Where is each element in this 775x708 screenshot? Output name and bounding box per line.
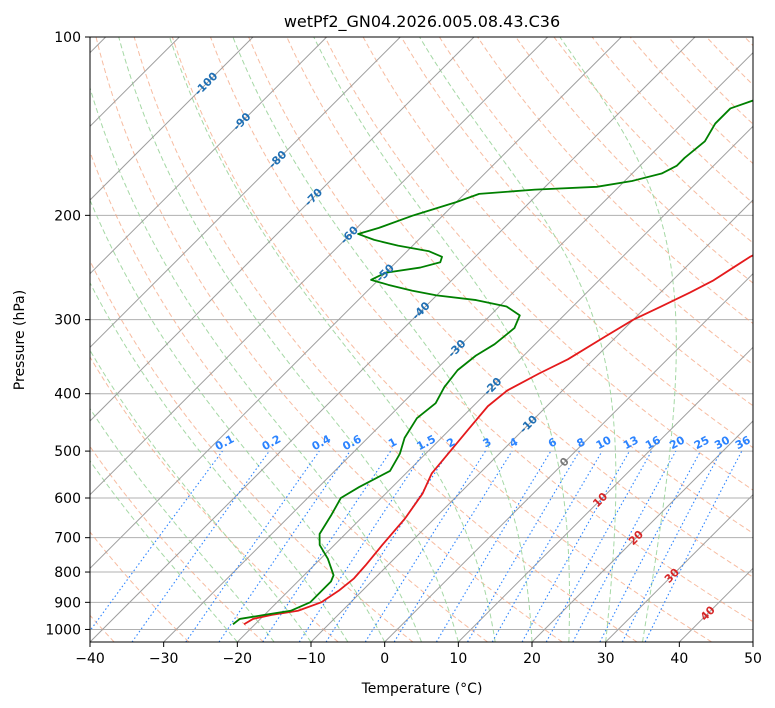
isotherm bbox=[163, 51, 753, 642]
moist-adiabat bbox=[313, 37, 571, 642]
mixing-ratio-line bbox=[435, 450, 552, 642]
mixing-ratio-line bbox=[521, 450, 630, 642]
temperature-profile bbox=[243, 254, 753, 626]
mixing-ratio-label: 25 bbox=[692, 433, 712, 452]
mixing-ratio-line bbox=[545, 450, 653, 642]
dry-adiabat bbox=[95, 37, 563, 642]
dry-adiabat bbox=[171, 37, 712, 642]
mixing-ratio-lines bbox=[90, 450, 743, 642]
isotherm bbox=[90, 37, 475, 422]
isotherm bbox=[90, 37, 401, 349]
isotherm bbox=[384, 272, 753, 642]
plot-frame bbox=[89, 36, 754, 643]
dry-adiabat bbox=[439, 37, 753, 366]
isotherm bbox=[236, 125, 753, 642]
y-axis-title: Pressure (hPa) bbox=[12, 290, 28, 390]
x-tick-label: 30 bbox=[597, 651, 615, 667]
y-tick-label: 600 bbox=[54, 491, 81, 507]
moist-adiabat bbox=[118, 37, 459, 642]
isotherm bbox=[531, 420, 753, 642]
mixing-ratio-line bbox=[90, 450, 223, 632]
mixing-ratio-label: 20 bbox=[667, 433, 687, 452]
mixing-ratio-label: 36 bbox=[733, 433, 753, 452]
mixing-ratio-label: 13 bbox=[621, 433, 641, 452]
dry-adiabat bbox=[210, 37, 753, 623]
dry-adiabat bbox=[591, 37, 753, 204]
x-tick-label: 20 bbox=[523, 651, 541, 667]
dry-adiabat bbox=[400, 37, 753, 407]
dry-adiabat bbox=[324, 37, 753, 491]
dewpoint-profile bbox=[232, 99, 753, 625]
moist-adiabat bbox=[559, 37, 677, 642]
y-tick-label: 100 bbox=[54, 30, 81, 46]
isotherm bbox=[605, 493, 753, 642]
x-tick-label: 40 bbox=[670, 651, 688, 667]
y-tick-label: 300 bbox=[54, 313, 81, 329]
mixing-ratio-line bbox=[491, 450, 603, 642]
x-tick-label: −20 bbox=[223, 651, 253, 667]
plot-area: 0.1 0.2 0.4 0.6 1 1.5 2 3 4 6 8 10 13 16 20 25 30 36-100-… bbox=[90, 37, 753, 642]
isotherm bbox=[310, 199, 753, 642]
isotherm bbox=[752, 641, 753, 642]
mixing-ratio-label: 30 bbox=[712, 433, 732, 452]
y-tick-label: 700 bbox=[54, 531, 81, 547]
y-tick-label: 400 bbox=[54, 387, 81, 403]
y-tick-label: 500 bbox=[54, 444, 81, 460]
dry-adiabat bbox=[286, 37, 753, 534]
x-tick-label: 0 bbox=[380, 651, 389, 667]
isotherm bbox=[90, 37, 254, 201]
mixing-ratio-line bbox=[364, 450, 486, 642]
dry-adiabat bbox=[248, 37, 753, 578]
dry-adiabat bbox=[133, 37, 638, 642]
mixing-ratio-label: 16 bbox=[643, 433, 663, 452]
mixing-ratio-line bbox=[218, 450, 351, 642]
isotherm bbox=[457, 346, 753, 642]
moist-adiabat bbox=[90, 198, 386, 642]
isotherm bbox=[90, 37, 622, 570]
isotherm bbox=[90, 37, 696, 642]
isotherm bbox=[90, 37, 549, 496]
x-tick-label: −10 bbox=[296, 651, 326, 667]
dry-adiabat bbox=[553, 37, 753, 244]
y-tick-label: 1000 bbox=[45, 622, 81, 638]
mixing-ratio-label: 10 bbox=[594, 433, 614, 452]
dry-adiabat bbox=[90, 259, 414, 642]
mixing-ratio-line bbox=[467, 450, 580, 642]
y-tick-label: 900 bbox=[54, 595, 81, 611]
moist-adiabat bbox=[90, 86, 422, 642]
moist-adiabat bbox=[169, 37, 496, 642]
y-axis: 100 200 300 400 500 600 700 800 900 1000 bbox=[45, 30, 90, 638]
x-tick-label: 10 bbox=[449, 651, 467, 667]
dry-adiabat bbox=[477, 37, 753, 325]
moist-adiabat bbox=[90, 407, 275, 642]
x-axis: −40 −30 −20 −10 0 10 20 30 40 50 bbox=[75, 642, 762, 667]
chart-title: wetPf2_GN04.2026.005.08.43.C36 bbox=[284, 12, 560, 32]
isotherm bbox=[90, 37, 328, 275]
mixing-ratio-line bbox=[131, 450, 270, 642]
dry-adiabat bbox=[90, 531, 190, 642]
mixing-ratio-line bbox=[572, 450, 677, 642]
dry-adiabat bbox=[90, 150, 488, 642]
isotherms bbox=[90, 37, 753, 642]
sounding-profiles bbox=[232, 99, 753, 626]
y-tick-label: 800 bbox=[54, 565, 81, 581]
moist-adiabats bbox=[90, 37, 677, 642]
y-tick-label: 200 bbox=[54, 208, 81, 224]
x-tick-label: 50 bbox=[744, 651, 762, 667]
x-axis-title: Temperature (°C) bbox=[361, 681, 483, 697]
moist-adiabat bbox=[90, 349, 312, 642]
mixing-ratio-line bbox=[185, 450, 320, 642]
mixing-ratio-line bbox=[393, 450, 513, 642]
x-tick-label: −30 bbox=[149, 651, 179, 667]
x-tick-label: −40 bbox=[75, 651, 105, 667]
pressure-gridlines bbox=[90, 37, 753, 630]
